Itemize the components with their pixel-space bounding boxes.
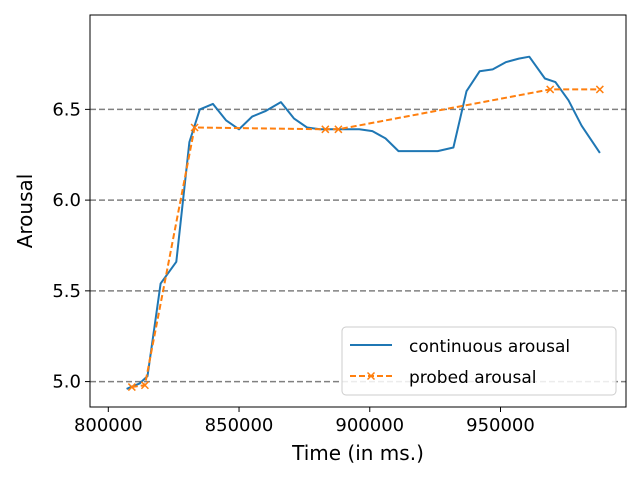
x-tick-label-3: 950000	[466, 415, 535, 436]
legend-marker-x	[366, 371, 376, 381]
y-tick-label-3: 6.5	[52, 99, 81, 120]
x-axis-ticks: 800000 850000 900000 950000	[74, 407, 535, 436]
y-tick-label-1: 5.5	[52, 281, 81, 302]
x-tick-label-2: 900000	[335, 415, 404, 436]
plot-frame	[89, 14, 627, 408]
legend: continuous arousal probed arousal	[341, 326, 617, 396]
y-tick-label-2: 6.0	[52, 190, 81, 211]
series-1-point-3	[321, 125, 330, 134]
y-axis-ticks: 5.0 5.5 6.0 6.5	[52, 99, 90, 393]
legend-box	[341, 326, 617, 396]
legend-label-probed: probed arousal	[409, 368, 536, 388]
x-tick-label-1: 850000	[205, 415, 274, 436]
series-1-point-1	[140, 381, 149, 390]
series-1-point-2	[190, 123, 199, 132]
x-axis-label: Time (in ms.)	[291, 441, 424, 465]
series-1-point-4	[334, 125, 343, 134]
series-1-point-6	[595, 85, 604, 94]
series-1-point-0	[127, 383, 136, 392]
legend-marker-probed	[366, 371, 376, 381]
legend-label-continuous: continuous arousal	[409, 337, 570, 357]
series-line-0	[126, 55, 601, 390]
y-axis-label: Arousal	[13, 174, 37, 249]
y-tick-label-0: 5.0	[52, 372, 81, 393]
series-1-point-5	[546, 85, 555, 94]
x-tick-label-0: 800000	[74, 415, 143, 436]
series-layer	[126, 55, 604, 392]
